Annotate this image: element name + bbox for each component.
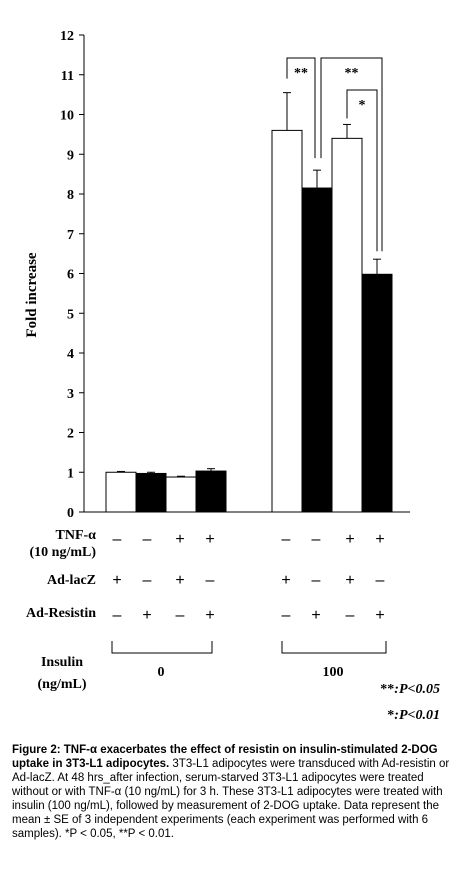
y-tick-label: 9: [67, 148, 74, 163]
significance-brackets: ** ***: [286, 57, 383, 252]
condition-sign: +: [175, 572, 184, 589]
condition-sign: +: [375, 531, 384, 548]
condition-row-label: Ad-lacZ: [47, 573, 96, 588]
bar: [165, 476, 197, 513]
significance-label: *: [359, 98, 366, 113]
y-tick-label: 2: [67, 427, 74, 442]
condition-sign: +: [175, 531, 184, 548]
legend-symbol: *: [387, 708, 394, 723]
significance-bracket: [346, 89, 378, 252]
insulin-group-value: 0: [158, 665, 165, 680]
caption-title: Figure 2: TNF-α exacerbates the effect o…: [12, 744, 438, 770]
condition-sign: +: [375, 607, 384, 624]
y-tick-label: 12: [60, 29, 74, 44]
condition-sign: –: [176, 607, 185, 624]
legend-text: :P<0.05: [394, 682, 440, 697]
insulin-group-bracket: [111, 641, 213, 654]
condition-sign: –: [282, 531, 291, 548]
y-tick-label: 7: [67, 228, 74, 243]
condition-sign: –: [143, 531, 152, 548]
insulin-label: Insulin: [41, 655, 83, 670]
bars-layer: [105, 129, 393, 513]
y-tick-label: 3: [67, 387, 74, 402]
legend-entry: **:P<0.05: [380, 682, 440, 697]
condition-sign: –: [312, 572, 321, 589]
legend-symbol: **: [380, 682, 394, 697]
condition-row-label: TNF-α: [56, 528, 97, 543]
insulin-group-bracket: [281, 641, 387, 654]
error-bars-layer: [117, 92, 381, 478]
y-tick-label: 11: [61, 69, 74, 84]
caption-body: 3T3-L1 adipocytes were transduced with A…: [12, 758, 450, 840]
y-tick-label: 6: [67, 268, 74, 283]
condition-sign: –: [113, 607, 122, 624]
condition-sign: –: [346, 607, 355, 624]
bar: [301, 187, 333, 513]
condition-row-label: (10 ng/mL): [30, 545, 97, 560]
condition-sign: –: [113, 531, 122, 548]
significance-bracket: [286, 57, 316, 159]
significance-label: **: [294, 66, 308, 81]
bar: [105, 471, 137, 513]
bar: [331, 137, 363, 513]
bar: [271, 129, 303, 513]
condition-sign: +: [311, 607, 320, 624]
legend-entry: *:P<0.01: [387, 708, 440, 723]
figure-caption: Figure 2: TNF-α exacerbates the effect o…: [12, 743, 456, 841]
condition-sign: –: [282, 607, 291, 624]
bar: [135, 472, 167, 513]
y-tick-label: 5: [67, 307, 74, 322]
y-tick-label: 10: [60, 109, 74, 124]
insulin-group-value: 100: [323, 665, 344, 680]
bar: [361, 273, 393, 513]
y-tick-label: 1: [67, 466, 74, 481]
condition-sign: +: [112, 572, 121, 589]
y-tick-label: 0: [67, 506, 74, 521]
condition-sign: +: [205, 607, 214, 624]
significance-legend: **:P<0.05*:P<0.01: [380, 682, 440, 723]
significance-label: **: [345, 66, 359, 81]
condition-sign: –: [206, 572, 215, 589]
condition-row-label: Ad-Resistin: [26, 606, 96, 621]
y-axis-label: Fold increase: [24, 252, 40, 337]
y-tick-label: 8: [67, 188, 74, 203]
condition-sign: +: [142, 607, 151, 624]
condition-sign: +: [205, 531, 214, 548]
y-tick-label: 4: [67, 347, 74, 362]
condition-sign: –: [143, 572, 152, 589]
condition-sign: +: [345, 572, 354, 589]
insulin-unit-label: (ng/mL): [38, 677, 87, 692]
condition-sign: –: [376, 572, 385, 589]
condition-sign: –: [312, 531, 321, 548]
condition-sign: +: [281, 572, 290, 589]
legend-text: :P<0.01: [394, 708, 440, 723]
condition-table: TNF-α (10 ng/mL) – – + + – – + + Ad-lacZ + – + – + – + – Ad…: [26, 528, 387, 692]
condition-sign: +: [345, 531, 354, 548]
bar: [195, 470, 227, 513]
significance-bracket: [320, 57, 383, 252]
